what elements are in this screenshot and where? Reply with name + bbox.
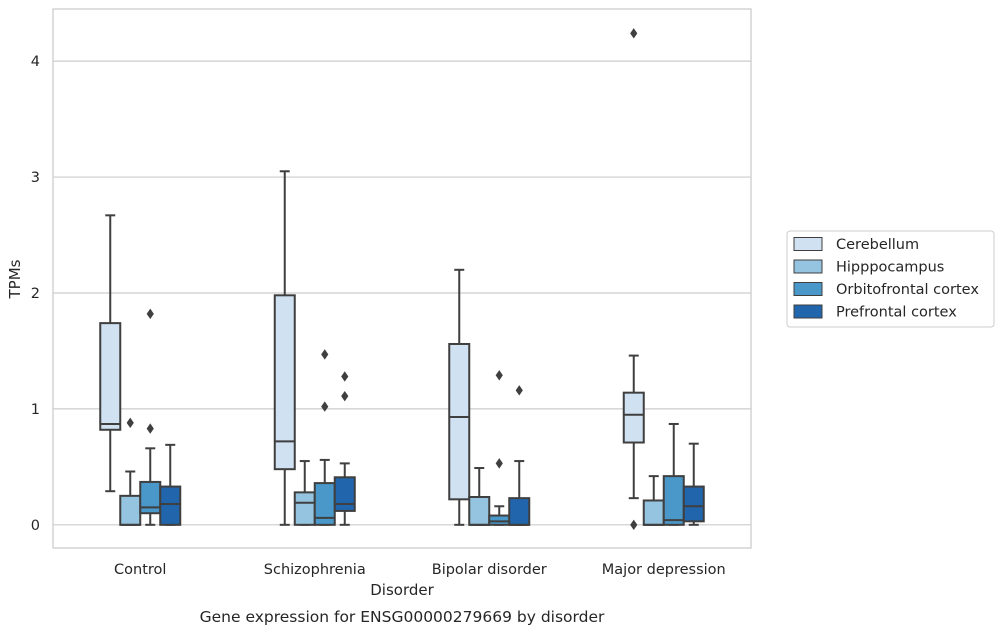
plot-frame [52, 8, 752, 549]
box-iqr [333, 476, 356, 512]
legend-frame [786, 230, 995, 328]
outlier-point [495, 458, 503, 469]
x-tick-label: Bipolar disorder [432, 562, 547, 578]
box-iqr [448, 342, 471, 501]
box-prefrontal-cortex [508, 385, 531, 526]
box-hipppocampus [642, 475, 665, 526]
y-tick-label: 0 [31, 518, 40, 534]
box-iqr [488, 514, 511, 526]
y-tick-label: 4 [31, 54, 40, 70]
box-cerebellum [448, 268, 471, 526]
box-iqr [273, 294, 296, 471]
box-iqr [139, 480, 162, 515]
x-axis-title: Disorder [370, 581, 434, 599]
box-orbitofrontal-cortex [139, 308, 162, 526]
box-hipppocampus [468, 467, 491, 526]
box-iqr [508, 497, 531, 526]
box-prefrontal-cortex [682, 442, 705, 526]
box-prefrontal-cortex [159, 443, 182, 526]
legend: Cerebellum Hipppocampus Orbitofrontal cort… [786, 230, 995, 328]
outlier-point [341, 390, 349, 402]
box-orbitofrontal-cortex [313, 349, 336, 526]
box-plot-marks [99, 28, 705, 531]
outlier-point [321, 349, 329, 360]
outlier-point [321, 401, 329, 412]
box-iqr [662, 475, 685, 526]
legend-label: Orbitofrontal cortex [836, 282, 979, 298]
box-iqr [468, 495, 491, 526]
legend-label: Hipppocampus [836, 260, 944, 276]
legend-swatch [793, 282, 823, 296]
y-tick-labels: 0 1 2 3 4 [31, 54, 40, 534]
outlier-point [341, 371, 349, 382]
box-iqr [293, 491, 316, 526]
outlier-point [146, 308, 154, 320]
legend-swatch [793, 237, 823, 251]
box-hipppocampus [293, 460, 316, 526]
box-prefrontal-cortex [333, 371, 356, 526]
box-iqr [682, 485, 705, 523]
legend-label: Prefrontal cortex [836, 305, 957, 321]
box-iqr [159, 485, 182, 526]
y-axis-title: TPMs [6, 259, 24, 299]
x-tick-label: Control [114, 562, 166, 578]
box-iqr [119, 494, 142, 526]
box-cerebellum [622, 28, 645, 531]
legend-label: Cerebellum [836, 237, 919, 253]
x-tick-labels: Control Schizophrenia Bipolar disorder Majo… [114, 562, 726, 578]
box-iqr [622, 391, 645, 444]
legend-swatch [793, 304, 823, 319]
box-cerebellum [99, 214, 122, 493]
grid-lines [53, 60, 751, 526]
x-tick-label: Schizophrenia [264, 562, 366, 578]
chart-caption: Gene expression for ENSG00000279669 by d… [200, 608, 605, 626]
outlier-point [630, 519, 638, 531]
box-orbitofrontal-cortex [488, 370, 511, 526]
legend-swatch [793, 259, 823, 274]
box-hipppocampus [119, 417, 142, 526]
outlier-point [126, 417, 134, 429]
y-tick-label: 3 [31, 170, 40, 186]
box-orbitofrontal-cortex [662, 422, 685, 526]
x-tick-label: Major depression [602, 562, 726, 578]
box-iqr [99, 322, 122, 431]
y-tick-label: 1 [31, 402, 40, 418]
box-iqr [642, 499, 665, 526]
box-cerebellum [273, 170, 296, 526]
outlier-point [630, 28, 638, 39]
y-tick-label: 2 [31, 286, 40, 302]
outlier-point [495, 370, 503, 381]
outlier-point [515, 385, 523, 396]
outlier-point [146, 423, 154, 434]
